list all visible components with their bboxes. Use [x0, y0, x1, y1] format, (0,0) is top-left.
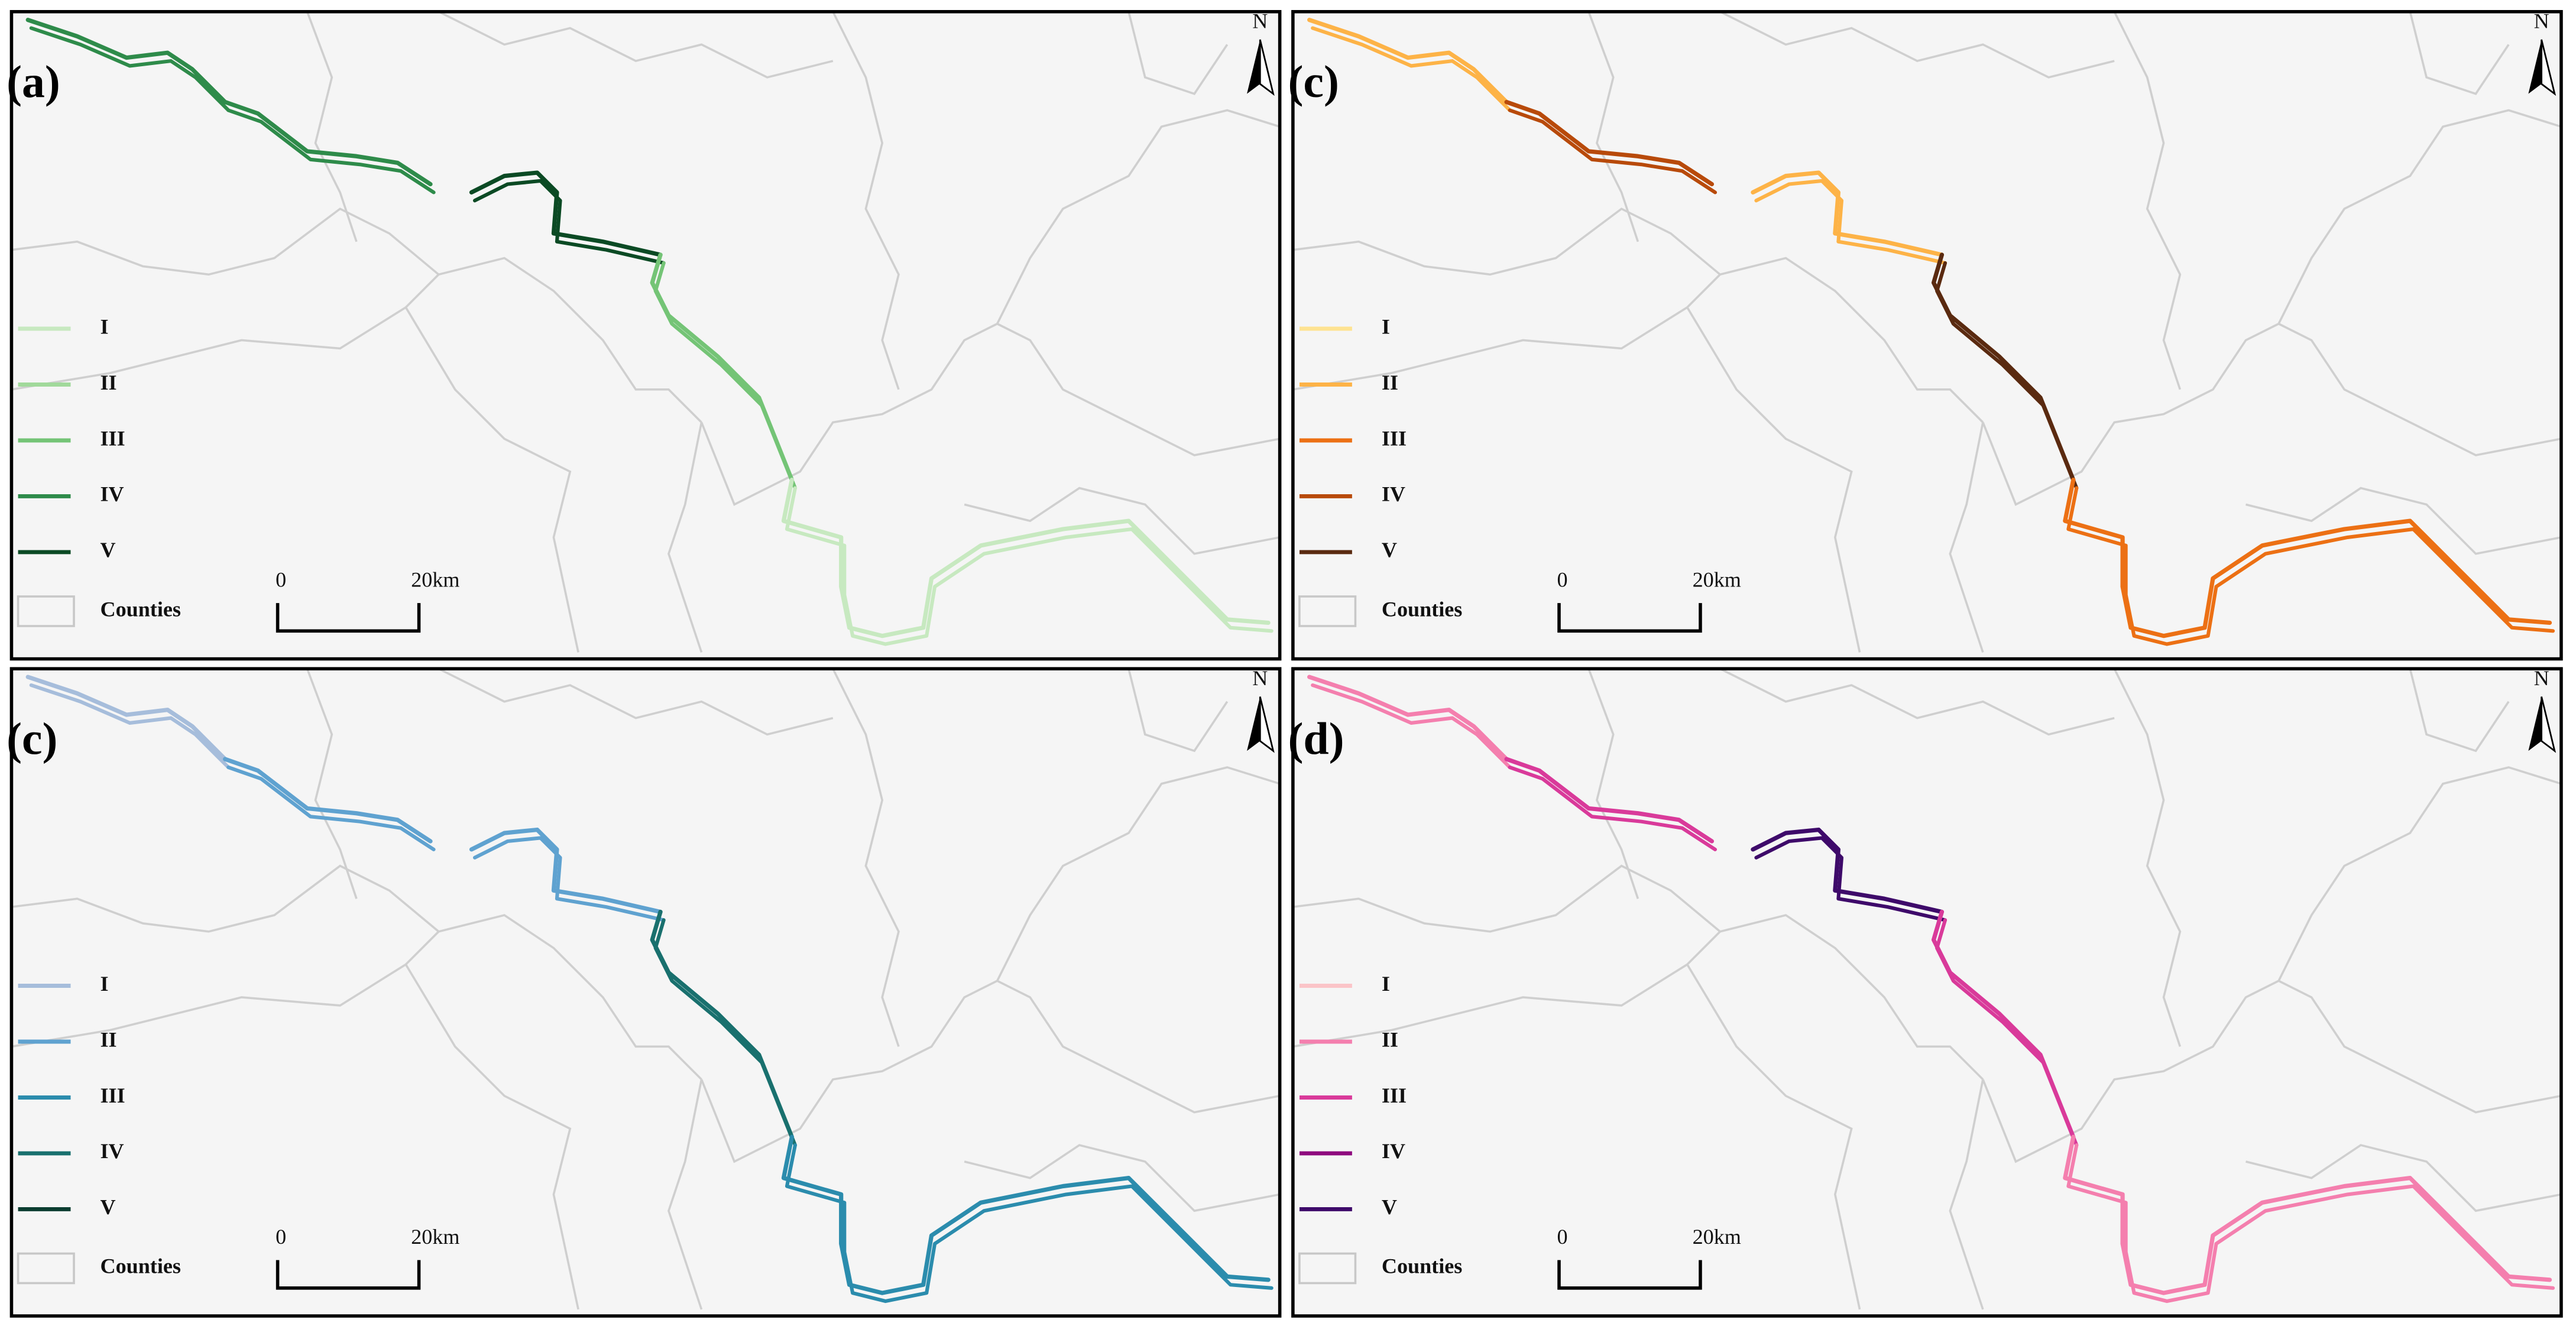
river-channel [785, 486, 1274, 646]
river-channel [1504, 99, 1715, 187]
panel-label: (a) [7, 56, 60, 107]
river-channel [29, 26, 231, 112]
river-channel [226, 765, 436, 851]
river-channel [1754, 179, 1948, 265]
north-arrow [1259, 39, 1275, 96]
river-channel [1311, 26, 1512, 112]
panel-background [1292, 669, 2561, 1317]
legend-label: IV [1382, 482, 1405, 506]
legend-label: V [101, 538, 116, 562]
north-label: N [1252, 666, 1268, 690]
legend-label: V [1382, 538, 1397, 562]
river-channel [472, 179, 666, 265]
river-channel [1508, 108, 1718, 194]
scale-label: 20km [1693, 568, 1741, 591]
river-channel [1751, 170, 1945, 257]
north-label: N [2534, 666, 2549, 690]
river-channel [653, 261, 797, 490]
panel-background [11, 669, 1280, 1317]
river-channel [1311, 683, 1512, 770]
scale-label: 0 [1557, 1225, 1568, 1249]
river-channel [469, 827, 663, 915]
river-channel [1935, 918, 2079, 1147]
legend-label: III [1382, 1084, 1407, 1107]
north-arrow [2528, 696, 2542, 751]
scale-bar [1557, 1260, 1702, 1290]
river-channel [653, 918, 797, 1147]
river-channel [469, 170, 663, 257]
legend-label: III [101, 1084, 125, 1107]
river-channel [2066, 486, 2555, 646]
panel-background [11, 11, 1280, 659]
scale-label: 20km [411, 568, 459, 591]
scale-label: 20km [1693, 1225, 1741, 1249]
river-channel [29, 683, 231, 770]
panel-label: (c) [7, 714, 57, 764]
north-label: N [1252, 9, 1268, 33]
river-channel [223, 99, 433, 187]
panel-frame [1291, 667, 2563, 1318]
panel-background [1292, 11, 2561, 659]
river-channel [1751, 827, 1945, 915]
north-arrow [1259, 696, 1275, 753]
scale-bar [276, 603, 421, 633]
legend-county-swatch [17, 1252, 75, 1285]
river-channel [226, 108, 436, 194]
legend-label: I [1382, 315, 1390, 338]
river-channel [25, 18, 228, 105]
river-channel [785, 1143, 1274, 1304]
river-channel [2066, 1143, 2555, 1304]
panel-label: (d) [1288, 714, 1344, 764]
legend-label: IV [101, 482, 124, 506]
legend-label: Counties [101, 1254, 181, 1278]
legend-label: III [101, 426, 125, 450]
legend-county-swatch [17, 595, 75, 627]
legend-label: IV [101, 1139, 124, 1163]
river-channel [25, 675, 228, 761]
scale-bar [276, 1260, 421, 1290]
scale-label: 0 [276, 568, 286, 591]
legend-label: Counties [1382, 1254, 1462, 1278]
river-channel [223, 757, 433, 844]
scale-label: 0 [276, 1225, 286, 1249]
legend-label: II [101, 1027, 117, 1051]
river-channel [1935, 261, 2079, 490]
legend-label: I [101, 972, 109, 996]
river-channel [1754, 836, 1948, 922]
legend-county-swatch [1298, 1252, 1357, 1285]
panel-frame [9, 9, 1282, 661]
north-arrow [2528, 39, 2542, 94]
scale-label: 20km [411, 1225, 459, 1249]
legend-label: II [1382, 1027, 1398, 1051]
scale-label: 0 [1557, 568, 1568, 591]
river-channel [472, 836, 666, 922]
legend-label: III [1382, 426, 1407, 450]
legend-county-swatch [1298, 595, 1357, 627]
legend-label: I [101, 315, 109, 338]
north-label: N [2534, 9, 2549, 33]
river-channel [1508, 765, 1718, 851]
legend-label: Counties [1382, 597, 1462, 621]
panel-label: (c) [1288, 56, 1339, 107]
legend-label: V [101, 1195, 116, 1219]
river-channel [1307, 675, 1509, 761]
legend-label: II [101, 371, 117, 394]
panel-frame [9, 667, 1282, 1318]
scale-bar [1557, 603, 1702, 633]
legend-label: V [1382, 1195, 1397, 1219]
legend-label: I [1382, 972, 1390, 996]
river-channel [1307, 18, 1509, 105]
north-arrow [2541, 696, 2556, 753]
legend-label: IV [1382, 1139, 1405, 1163]
legend-label: II [1382, 371, 1398, 394]
river-channel [1504, 757, 1715, 844]
north-arrow [2541, 39, 2556, 96]
legend-label: Counties [101, 597, 181, 621]
panel-frame [1291, 9, 2563, 661]
